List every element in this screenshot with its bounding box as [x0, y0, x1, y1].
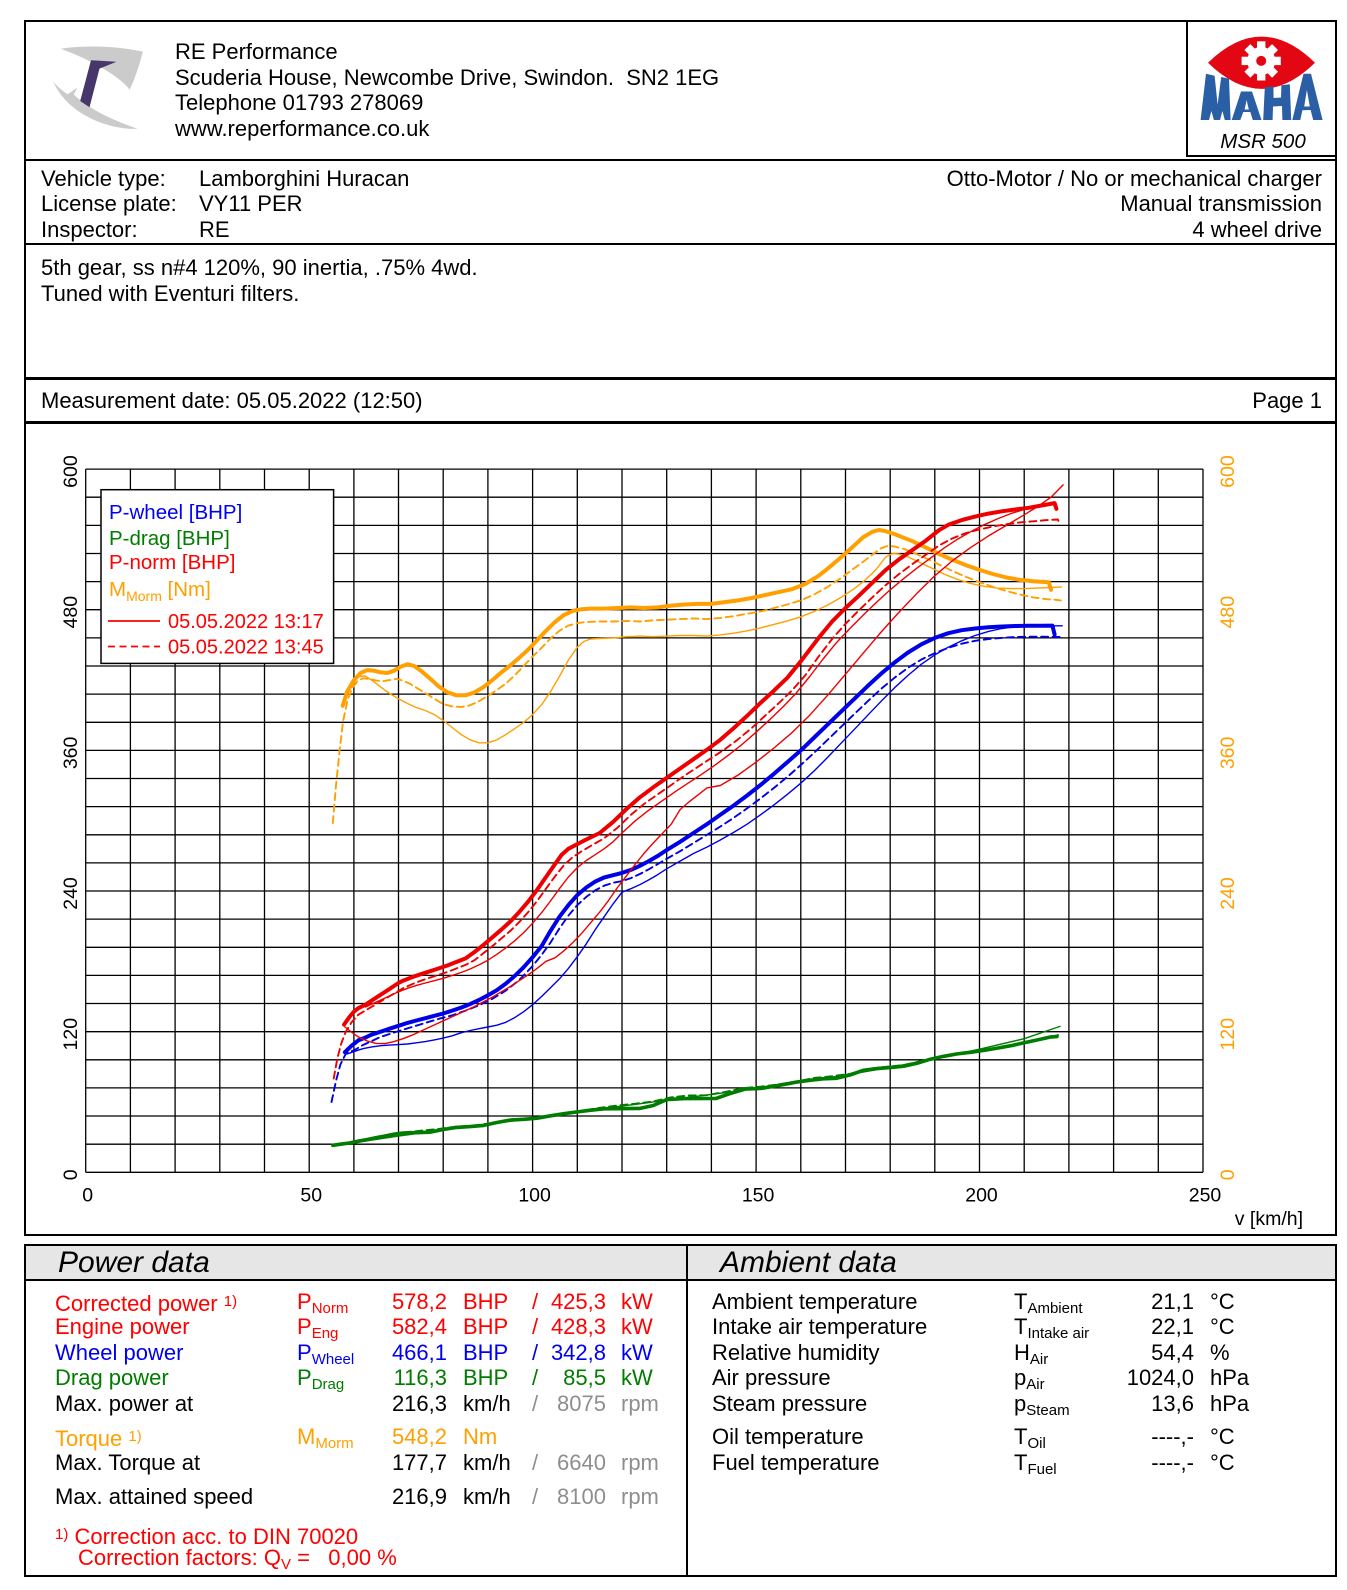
svg-text:250: 250	[1189, 1185, 1222, 1207]
svg-text:50: 50	[300, 1185, 322, 1207]
svg-text:05.05.2022 13:45: 05.05.2022 13:45	[168, 637, 324, 659]
svg-text:240: 240	[1217, 877, 1239, 910]
svg-text:05.05.2022 13:17: 05.05.2022 13:17	[168, 611, 324, 633]
svg-text:480: 480	[1217, 596, 1239, 629]
svg-text:P-norm [BHP]: P-norm [BHP]	[109, 551, 235, 574]
svg-text:0: 0	[82, 1185, 93, 1207]
svg-text:360: 360	[1217, 736, 1239, 769]
svg-text:240: 240	[60, 877, 82, 910]
svg-text:360: 360	[60, 736, 82, 769]
svg-text:P-wheel [BHP]: P-wheel [BHP]	[109, 501, 242, 524]
svg-text:0: 0	[60, 1169, 82, 1180]
svg-text:600: 600	[60, 455, 82, 488]
svg-text:600: 600	[1217, 455, 1239, 488]
svg-text:120: 120	[1217, 1018, 1239, 1051]
svg-text:v [km/h]: v [km/h]	[1235, 1208, 1303, 1230]
svg-text:0: 0	[1217, 1169, 1239, 1180]
svg-text:P-drag [BHP]: P-drag [BHP]	[109, 527, 230, 550]
svg-text:MMorm [Nm]: MMorm [Nm]	[109, 578, 211, 604]
svg-text:150: 150	[742, 1185, 775, 1207]
svg-text:100: 100	[518, 1185, 551, 1207]
svg-text:120: 120	[60, 1018, 82, 1051]
svg-text:480: 480	[60, 596, 82, 629]
svg-text:200: 200	[965, 1185, 998, 1207]
svg-text:MSR 500: MSR 500	[1220, 130, 1306, 153]
